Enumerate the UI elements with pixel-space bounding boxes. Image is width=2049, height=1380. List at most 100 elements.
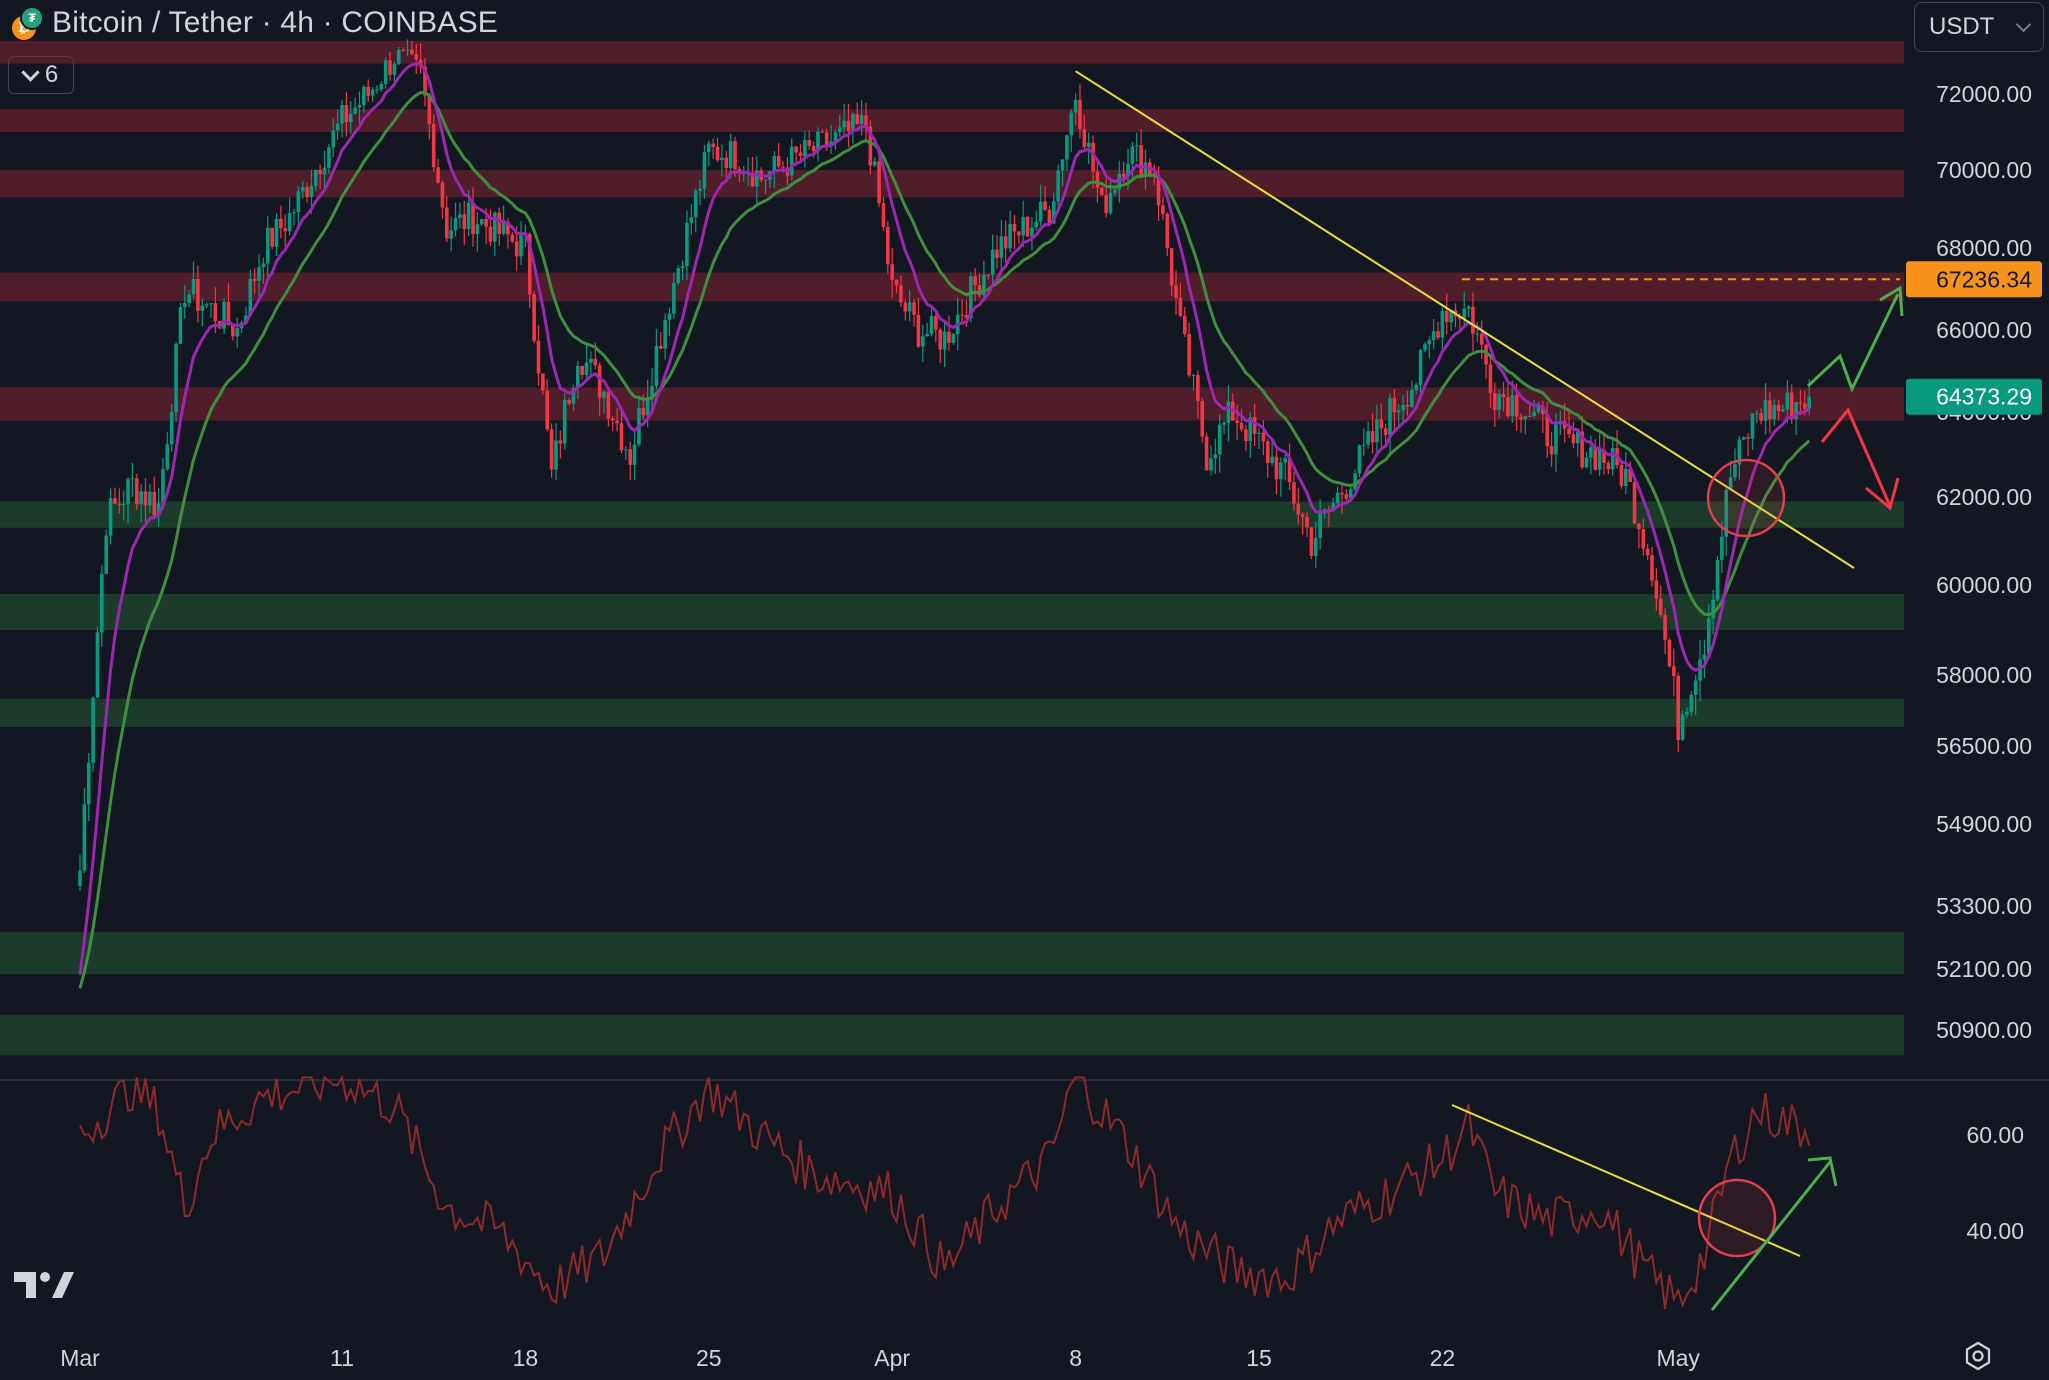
candle-body — [838, 127, 842, 133]
candle-body — [1610, 447, 1615, 470]
candle-body — [903, 302, 908, 312]
candle-body — [846, 120, 851, 132]
candle-body — [1252, 417, 1257, 435]
candle-body — [1196, 375, 1200, 401]
candle-body — [493, 212, 497, 242]
candle-body — [519, 235, 523, 257]
candle-body — [1641, 529, 1646, 549]
candle-body — [715, 146, 720, 161]
candle-body — [990, 249, 995, 275]
candle-body — [610, 418, 615, 421]
candle-body — [1178, 297, 1183, 316]
currency-selector[interactable]: USDT — [1914, 2, 2044, 52]
candle-body — [698, 188, 702, 191]
candle-body — [1034, 221, 1039, 228]
gear-icon[interactable] — [1963, 1341, 1993, 1371]
candle-body — [318, 169, 322, 175]
candle-body — [1698, 659, 1702, 681]
candle-body — [689, 217, 694, 223]
rsi-trendline — [1451, 1104, 1801, 1257]
candle-body — [1584, 457, 1589, 468]
candle-body — [1807, 396, 1811, 409]
candle-body — [1466, 306, 1471, 309]
candle-body — [1348, 489, 1353, 499]
candle-body — [1143, 162, 1148, 177]
candle-body — [1065, 135, 1069, 160]
candle-body — [327, 147, 331, 168]
candle-body — [724, 157, 729, 168]
bearish-arrowhead — [1865, 477, 1900, 511]
candle-body — [1488, 364, 1493, 393]
candle-body — [912, 302, 916, 315]
chevron-down-icon — [2015, 16, 2032, 32]
candle-body — [803, 140, 807, 157]
candle-body — [191, 279, 196, 295]
candle-body — [1025, 216, 1030, 237]
candle-body — [755, 170, 759, 187]
candle-body — [794, 146, 798, 153]
currency-value: USDT — [1929, 13, 1995, 40]
candle-body — [1776, 405, 1781, 412]
candle-body — [383, 60, 388, 85]
candle-body — [1200, 400, 1205, 437]
candles — [78, 39, 1811, 891]
candle-body — [772, 156, 777, 172]
candle-body — [1715, 559, 1720, 600]
candle-body — [134, 478, 139, 505]
candle-body — [126, 479, 130, 505]
candle-body — [1755, 413, 1759, 415]
candle-body — [1410, 390, 1414, 407]
candle-body — [982, 274, 986, 296]
candle-body — [1702, 654, 1707, 660]
time-tick-label: Mar — [60, 1345, 100, 1371]
candle-body — [161, 469, 165, 504]
candle-body — [685, 222, 689, 267]
tradingview-logo[interactable] — [12, 1268, 76, 1302]
candle-body — [143, 491, 148, 506]
candle-body — [615, 420, 619, 424]
symbol-title[interactable]: Bitcoin / Tether · 4h · COINBASE — [52, 6, 499, 39]
candle-body — [920, 336, 925, 347]
candle-body — [82, 804, 87, 871]
candle-body — [1012, 223, 1017, 232]
candle-body — [410, 49, 414, 55]
candle-body — [667, 313, 672, 320]
candle-body — [1781, 409, 1785, 412]
candle-body — [1589, 447, 1593, 458]
candle-body — [1689, 694, 1694, 712]
candle-body — [886, 227, 890, 265]
candle-body — [720, 157, 724, 161]
candle-body — [907, 302, 912, 312]
candle-body — [436, 167, 440, 183]
time-tick-label: Apr — [874, 1345, 910, 1371]
indicators-toggle-button[interactable]: 6 — [8, 56, 74, 94]
candle-body — [1265, 441, 1270, 464]
candle-body — [1073, 99, 1078, 113]
candle-body — [1501, 394, 1506, 398]
candle-body — [707, 143, 711, 153]
chevron-down-icon — [21, 62, 40, 82]
candle-body — [1104, 194, 1108, 214]
candle-body — [375, 89, 379, 91]
candle-body — [405, 49, 410, 51]
candle-body — [196, 279, 200, 311]
candle-body — [1602, 449, 1606, 463]
price-tick-label: 50900.00 — [1936, 1017, 2032, 1043]
candle-body — [562, 399, 567, 444]
candle-body — [711, 143, 715, 147]
candle-body — [899, 285, 903, 303]
candle-body — [1720, 536, 1724, 560]
candle-body — [750, 172, 755, 187]
candle-body — [1383, 428, 1388, 435]
candle-body — [733, 141, 737, 170]
candle-body — [488, 226, 493, 242]
candle-body — [1331, 503, 1336, 511]
candle-body — [283, 228, 288, 232]
ema-fast-line — [78, 62, 1811, 975]
candle-body — [999, 236, 1004, 258]
candle-body — [117, 503, 122, 505]
candle-body — [152, 491, 157, 516]
candle-body — [471, 202, 475, 235]
price-zones — [0, 40, 1904, 1056]
